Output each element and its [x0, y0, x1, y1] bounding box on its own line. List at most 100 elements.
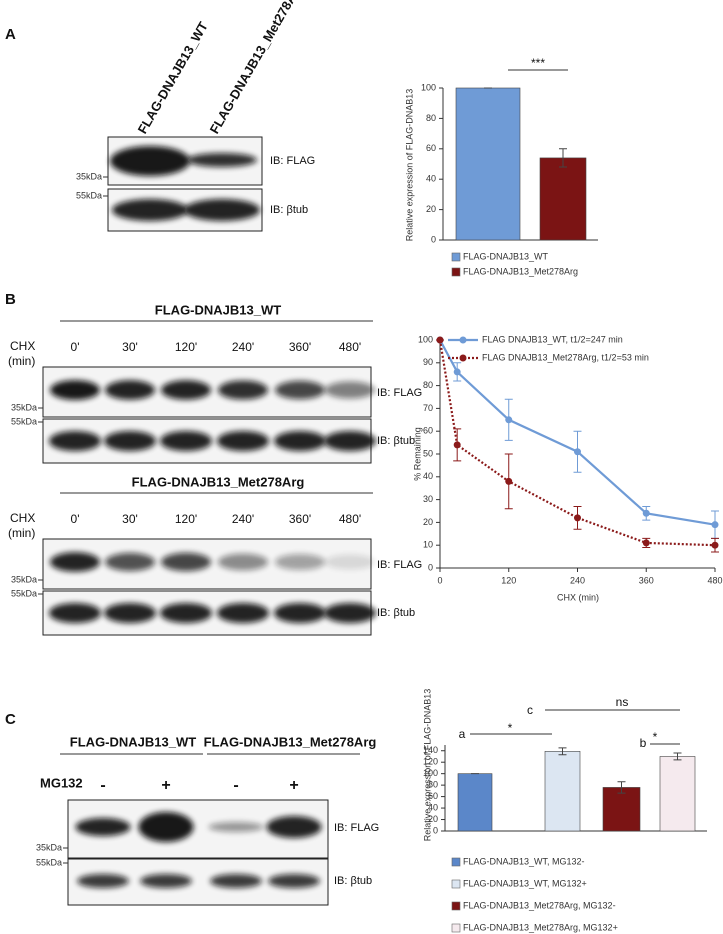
band — [187, 153, 257, 167]
label: 80 — [428, 780, 438, 790]
point — [642, 539, 650, 547]
band — [218, 380, 268, 400]
label: % Remaining — [412, 427, 422, 481]
point — [505, 477, 513, 485]
label: Relative expression of FLAG-DNAB13 — [404, 89, 414, 242]
band — [110, 146, 190, 176]
band — [266, 816, 322, 838]
label: FLAG-DNAJB13_WT, MG132- — [463, 856, 585, 866]
point — [453, 441, 461, 449]
legend-swatch — [451, 267, 461, 277]
label: 40 — [426, 174, 436, 184]
label: 20 — [423, 517, 433, 527]
label: 480' — [339, 512, 361, 526]
label: IB: βtub — [334, 875, 372, 887]
bar — [659, 756, 696, 832]
label: MG132 — [40, 775, 83, 790]
bar — [455, 87, 521, 241]
label: FLAG-DNAJB13_Met278Arg — [207, 0, 306, 136]
point — [574, 514, 581, 522]
label: 10 — [423, 540, 433, 550]
error-bar — [673, 752, 682, 761]
label: + — [161, 777, 170, 794]
point — [436, 336, 444, 344]
label: FLAG-DNAJB13_Met278Arg — [204, 734, 377, 749]
label: 360 — [639, 575, 654, 585]
band — [325, 554, 375, 570]
label: IB: FLAG — [377, 559, 422, 571]
legend-marker — [459, 354, 467, 362]
label: FLAG-DNAJB13_WT — [155, 302, 281, 317]
band — [160, 603, 212, 623]
label: 120' — [175, 340, 197, 354]
label: 0 — [428, 562, 433, 572]
band — [275, 553, 325, 571]
label: 20 — [426, 204, 436, 214]
label: 0 — [437, 575, 442, 585]
label: 30 — [423, 494, 433, 504]
label: IB: FLAG — [377, 387, 422, 399]
error-bar — [504, 398, 513, 441]
label: CHX — [10, 339, 35, 353]
label: IB: FLAG — [270, 155, 315, 167]
label: 35kDa — [76, 171, 102, 181]
label: FLAG-DNAJB13_Met278Arg, MG132+ — [463, 922, 618, 932]
band — [105, 380, 155, 400]
band — [217, 603, 269, 623]
point — [453, 368, 461, 376]
point — [574, 448, 581, 456]
label: A — [5, 26, 16, 43]
label: FLAG-DNAJB13_Met278Arg — [463, 266, 578, 276]
label: 100 — [421, 82, 436, 92]
series-line — [438, 339, 716, 547]
error-bar — [617, 781, 626, 794]
label: FLAG DNAJB13_WT, t1/2=247 min — [482, 334, 623, 344]
band — [105, 552, 155, 572]
error-bar — [573, 430, 582, 473]
label: 30' — [122, 512, 138, 526]
label: a — [459, 727, 466, 741]
band — [77, 874, 129, 888]
label: 90 — [423, 357, 433, 367]
error-bar — [453, 428, 462, 462]
error-bar — [573, 505, 582, 530]
label: 100 — [423, 768, 438, 778]
band — [75, 818, 131, 836]
bar — [544, 751, 581, 832]
band — [210, 874, 262, 888]
error-bar — [559, 148, 567, 168]
label: c — [527, 703, 533, 717]
error-bar — [453, 362, 462, 382]
label: 480' — [339, 340, 361, 354]
label: *** — [531, 56, 545, 70]
legend-swatch — [451, 252, 461, 262]
label: IB: βtub — [377, 607, 415, 619]
label: b — [640, 736, 647, 750]
label: 120 — [423, 757, 438, 767]
label: 80 — [426, 113, 436, 123]
legend-swatch — [451, 901, 461, 911]
point — [505, 416, 513, 424]
label: * — [653, 730, 658, 744]
label: 35kDa — [11, 574, 37, 584]
point — [642, 509, 650, 517]
band — [184, 199, 260, 221]
label: FLAG DNAJB13_Met278Arg, t1/2=53 min — [482, 352, 649, 362]
band — [50, 380, 100, 400]
label: 360' — [289, 340, 311, 354]
band — [161, 552, 211, 572]
label: FLAG-DNAJB13_WT — [463, 251, 549, 261]
label: 240' — [232, 340, 254, 354]
label: IB: βtub — [270, 204, 308, 216]
series-line — [439, 339, 716, 526]
label: 120 — [501, 575, 516, 585]
error-bar — [558, 747, 567, 756]
label: 20 — [428, 814, 438, 824]
label: 60 — [423, 426, 433, 436]
label: 40 — [423, 471, 433, 481]
label: (min) — [8, 354, 35, 368]
band — [217, 431, 269, 451]
label: - — [100, 777, 105, 794]
